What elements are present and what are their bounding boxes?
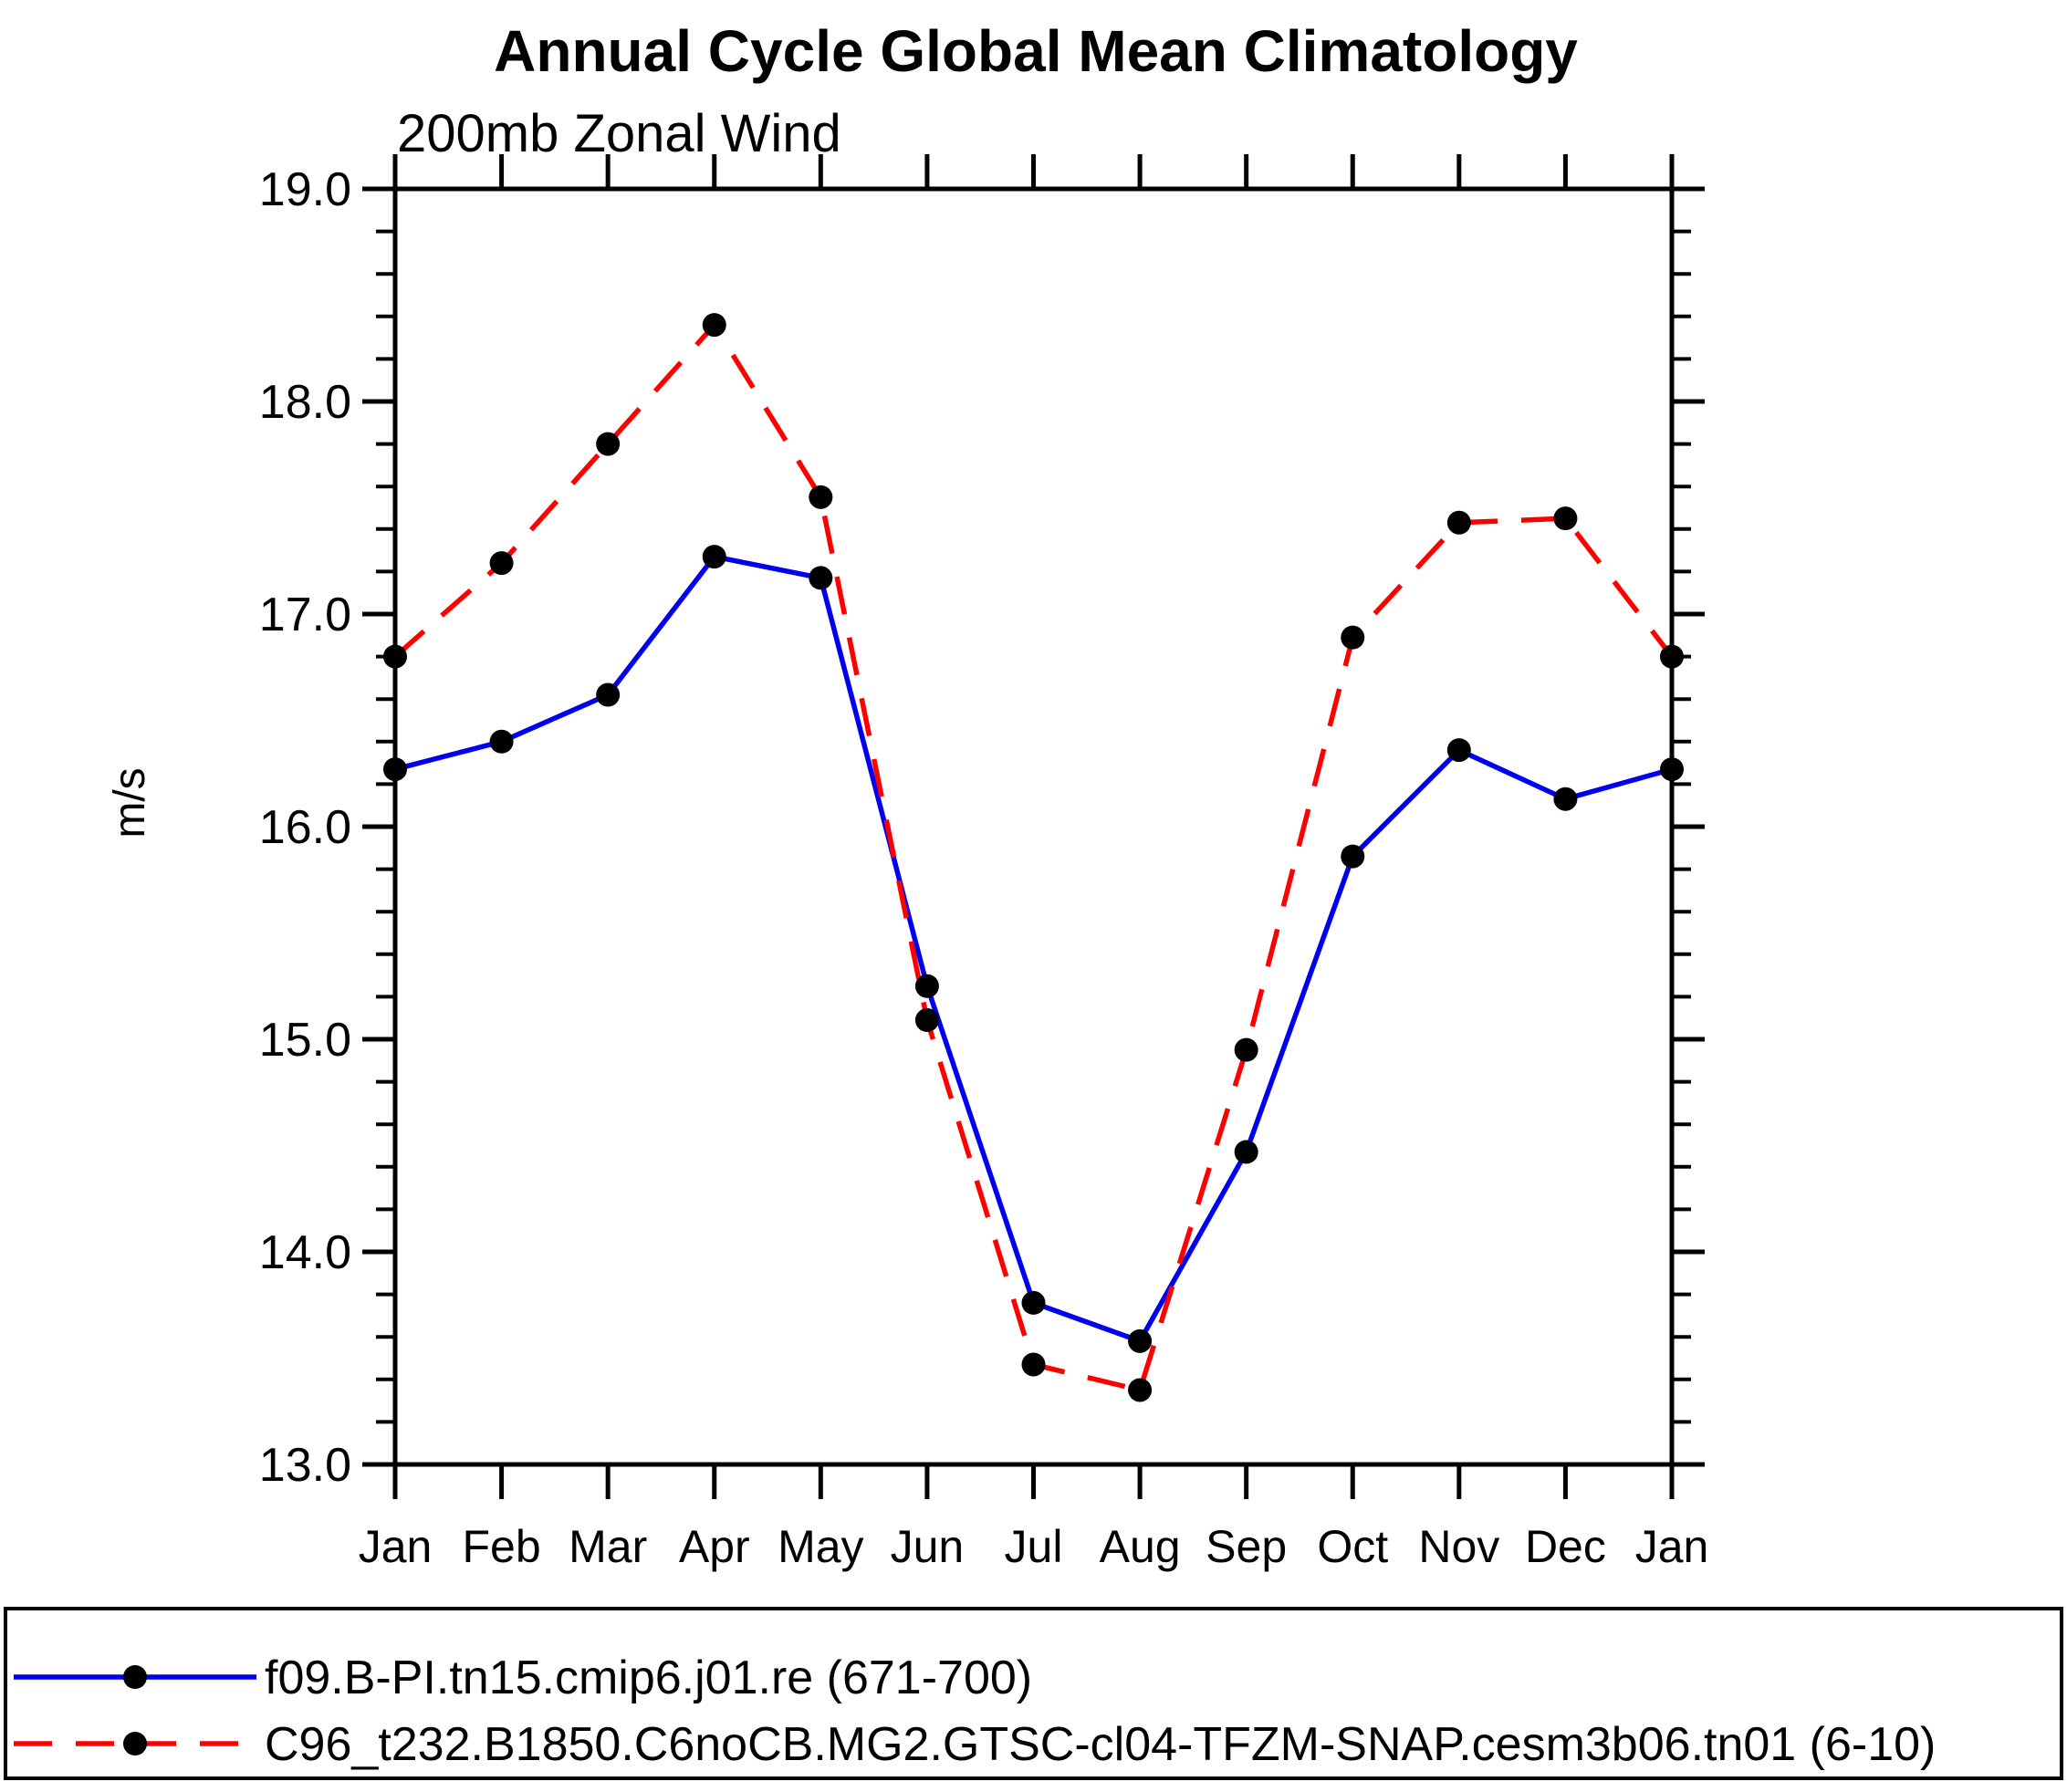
- data-point-marker-s0: [1553, 787, 1578, 811]
- x-tick-label: Oct: [1317, 1521, 1388, 1572]
- x-tick-label: Sep: [1206, 1521, 1287, 1572]
- x-tick-label: Feb: [462, 1521, 540, 1572]
- legend-label-0: f09.B-PI.tn15.cmip6.j01.re (671-700): [265, 1651, 1032, 1704]
- data-point-marker-s0: [1234, 1140, 1258, 1164]
- data-point-marker-s0: [1128, 1328, 1153, 1353]
- data-point-marker-s0: [489, 729, 514, 754]
- chart-subtitle: 200mb Zonal Wind: [397, 104, 841, 163]
- y-tick-label: 14.0: [259, 1226, 351, 1279]
- data-point-marker-s1: [914, 1008, 939, 1033]
- data-point-marker-s1: [1128, 1378, 1153, 1402]
- x-tick-label: Aug: [1100, 1521, 1181, 1572]
- data-point-marker-s1: [809, 484, 833, 509]
- y-tick-label: 17.0: [259, 589, 351, 641]
- data-point-marker-s0: [1021, 1290, 1046, 1315]
- y-tick-label: 19.0: [259, 163, 351, 216]
- chart-title: Annual Cycle Global Mean Climatology: [494, 18, 1578, 84]
- x-tick-label: Jan: [1635, 1521, 1709, 1572]
- x-tick-label: Jul: [1005, 1521, 1063, 1572]
- x-tick-label: Apr: [679, 1521, 750, 1572]
- legend-box: [4, 1607, 2063, 1780]
- data-point-marker-s1: [383, 644, 407, 669]
- data-point-marker-s1: [1021, 1352, 1046, 1377]
- legend-label-1: C96_t232.B1850.C6noCB.MG2.GTSC-cl04-TFZM…: [265, 1718, 1936, 1771]
- data-point-marker-s0: [809, 566, 833, 590]
- data-point-marker-s1: [1234, 1037, 1258, 1062]
- data-point-marker-s0: [1660, 757, 1684, 782]
- y-tick-label: 18.0: [259, 376, 351, 429]
- data-point-marker-s1: [596, 432, 621, 456]
- data-point-marker-s1: [702, 313, 726, 338]
- data-point-marker-s0: [383, 757, 407, 782]
- plot-frame: [392, 186, 1675, 1467]
- data-point-marker-s0: [914, 974, 939, 998]
- data-point-marker-s0: [1341, 844, 1365, 869]
- x-tick-label: Jun: [891, 1521, 965, 1572]
- legend-marker-0: [123, 1665, 147, 1689]
- data-point-marker-s1: [1553, 506, 1578, 531]
- x-tick-label: Dec: [1525, 1521, 1606, 1572]
- x-tick-label: Mar: [569, 1521, 647, 1572]
- data-point-marker-s1: [1660, 644, 1684, 669]
- x-tick-label: May: [778, 1521, 863, 1572]
- data-point-marker-s0: [596, 682, 621, 707]
- y-tick-label: 16.0: [259, 801, 351, 854]
- data-point-marker-s1: [489, 551, 514, 576]
- y-tick-label: 13.0: [259, 1439, 351, 1492]
- data-point-marker-s1: [1446, 510, 1471, 535]
- x-tick-label: Jan: [359, 1521, 433, 1572]
- legend-marker-1: [123, 1732, 147, 1756]
- x-tick-label: Nov: [1418, 1521, 1499, 1572]
- y-axis-unit-label: m/s: [106, 767, 154, 838]
- series-line-1: [393, 320, 1675, 1393]
- data-point-marker-s0: [1446, 738, 1471, 763]
- data-point-marker-s0: [702, 545, 726, 569]
- y-tick-label: 15.0: [259, 1014, 351, 1067]
- data-point-marker-s1: [1341, 625, 1365, 650]
- series-line-0: [394, 554, 1673, 1345]
